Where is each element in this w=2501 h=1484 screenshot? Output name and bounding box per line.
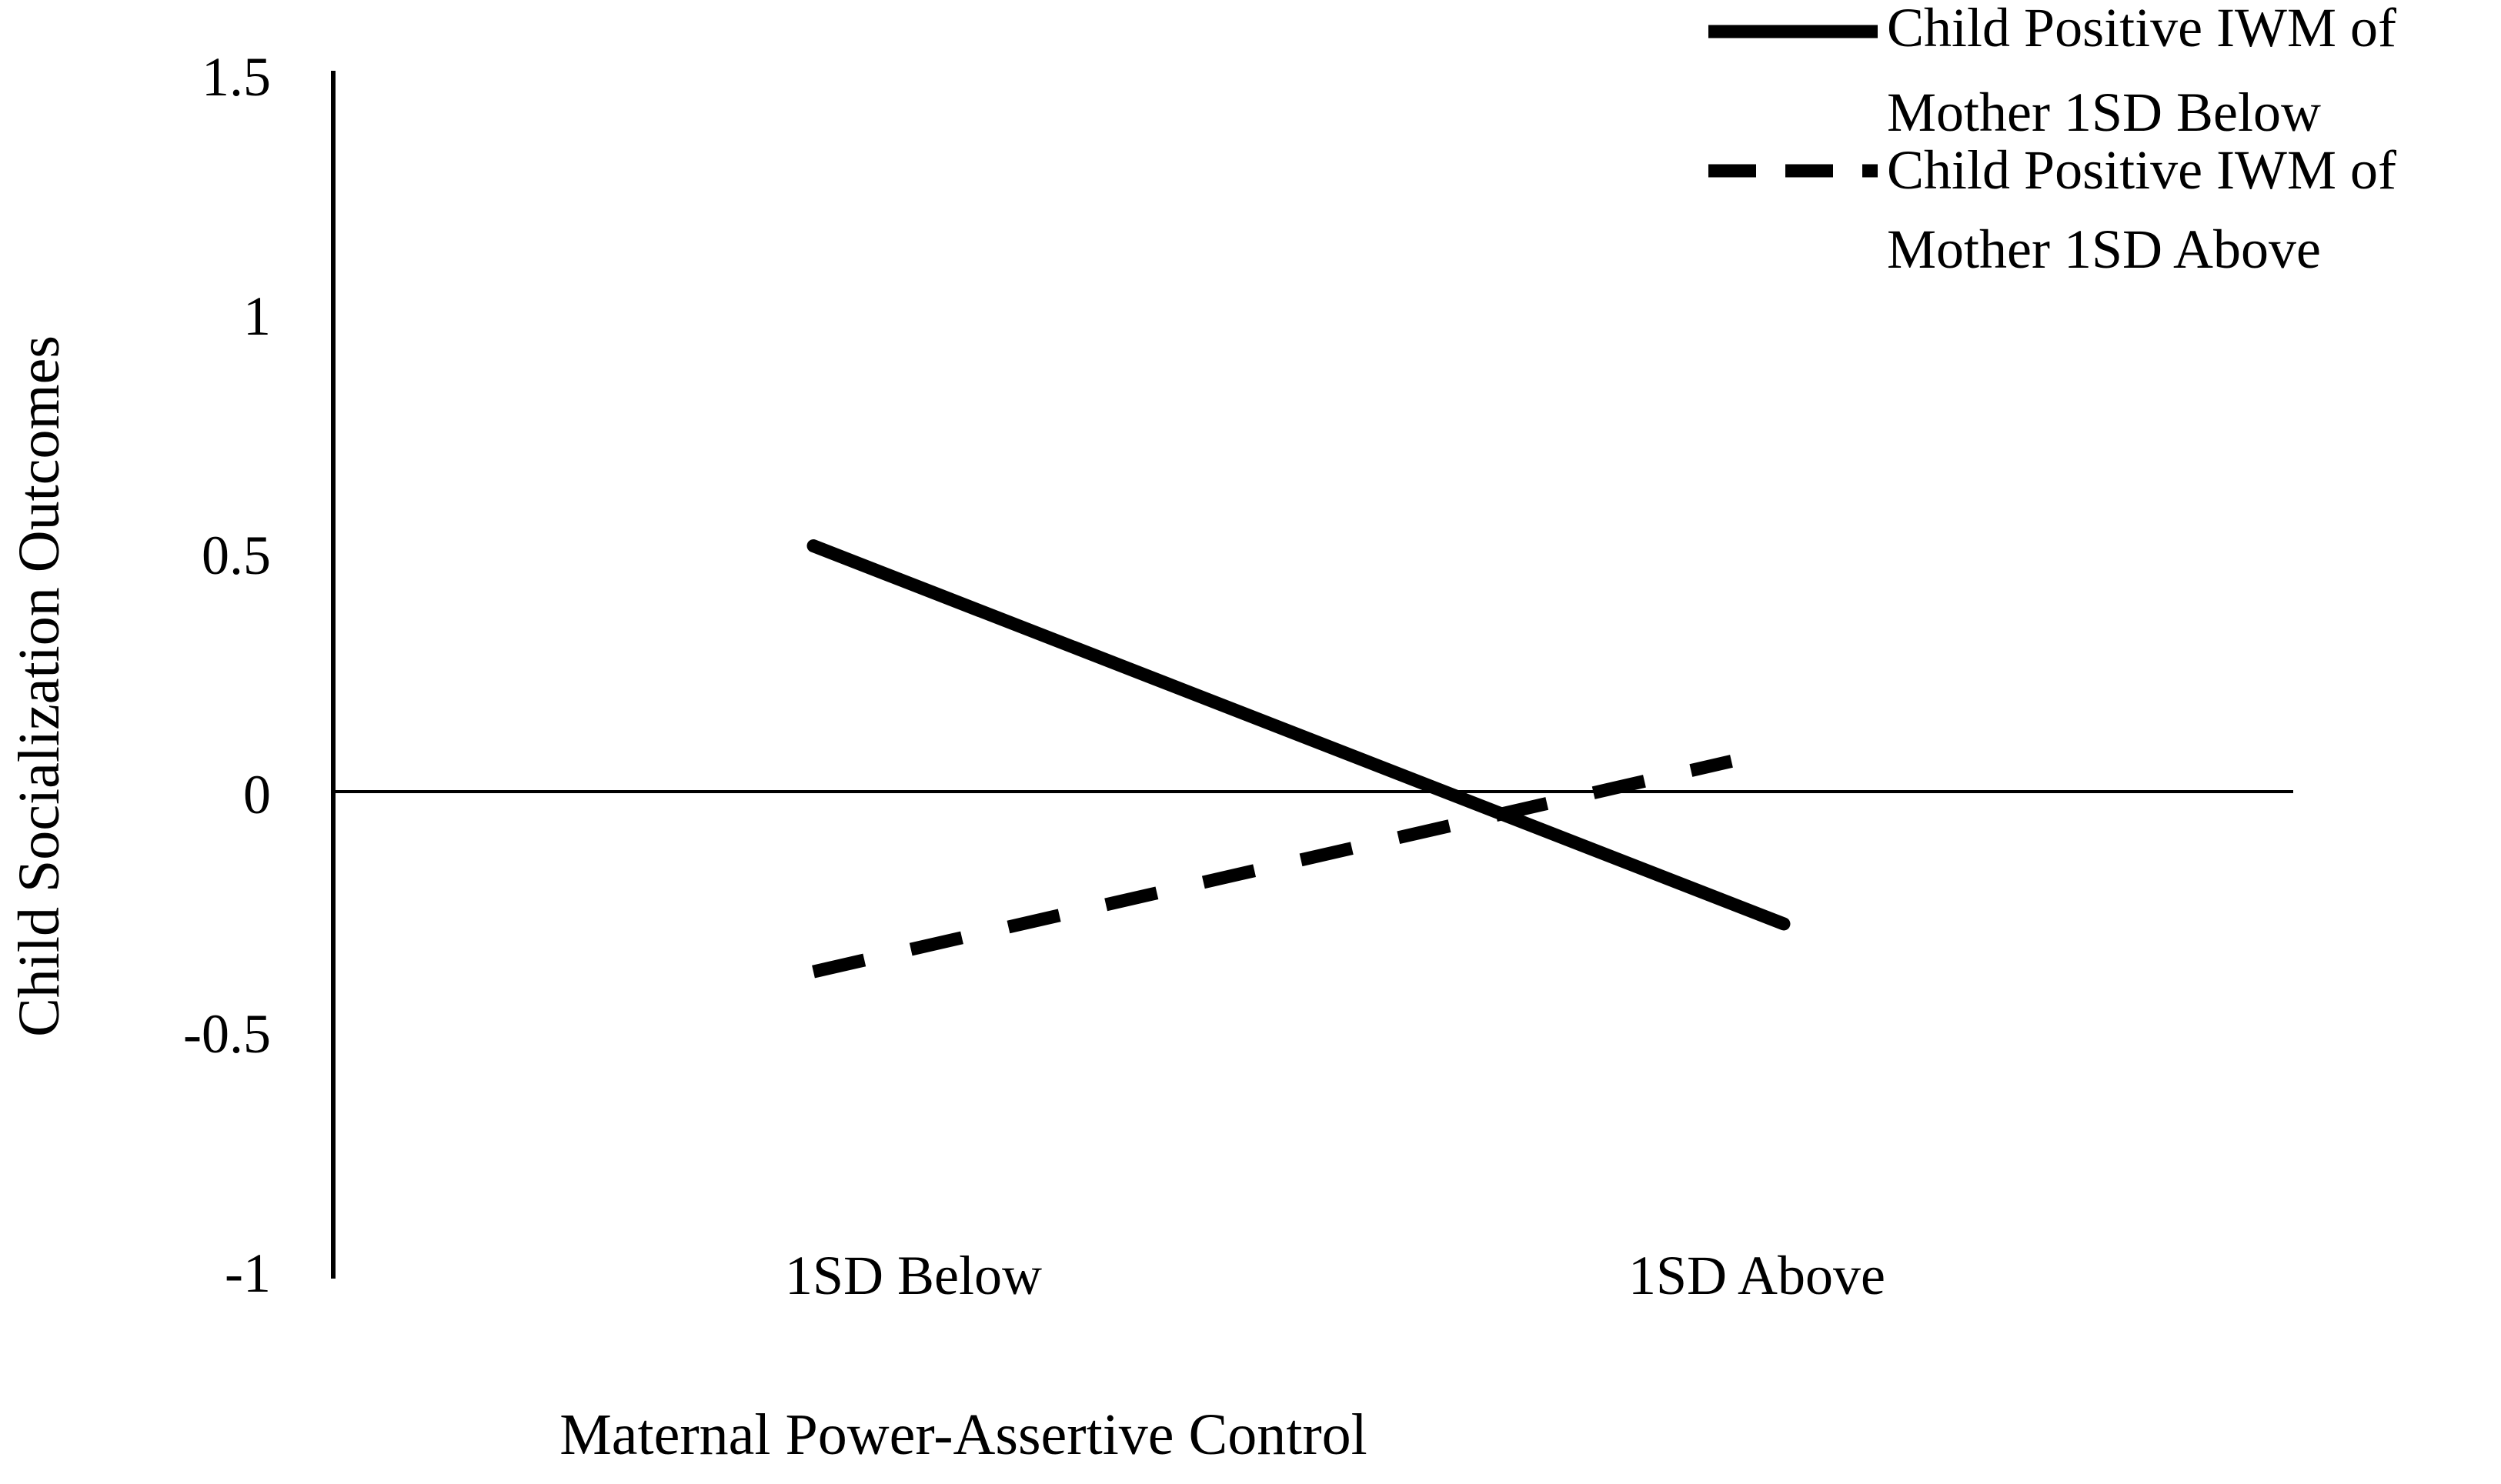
legend-label: Mother 1SD Below [1887,82,2321,143]
y-tick-label: -1 [225,1242,271,1304]
y-tick-label: 0 [243,764,271,825]
y-tick-labels: -1 -0.5 0 0.5 1 1.5 [183,46,271,1304]
x-tick-label: 1SD Below [785,1245,1042,1306]
axes [331,71,2293,1279]
legend-label: Child Positive IWM of [1887,139,2396,201]
series-lines [806,539,1791,979]
y-tick-label: 0.5 [202,525,271,586]
y-tick-label: 1 [243,285,271,347]
legend-label: Child Positive IWM of [1887,0,2396,58]
y-tick-label: -0.5 [183,1003,271,1065]
x-axis-title: Maternal Power-Assertive Control [559,1402,1367,1467]
y-tick-label: 1.5 [202,46,271,108]
x-tick-label: 1SD Above [1628,1245,1885,1306]
y-axis-title: Child Socialization Outcomes [7,335,72,1037]
x-tick-labels: 1SD Below 1SD Above [785,1245,1885,1306]
series-line-solid [806,539,1791,931]
legend-label: Mother 1SD Above [1887,218,2321,280]
